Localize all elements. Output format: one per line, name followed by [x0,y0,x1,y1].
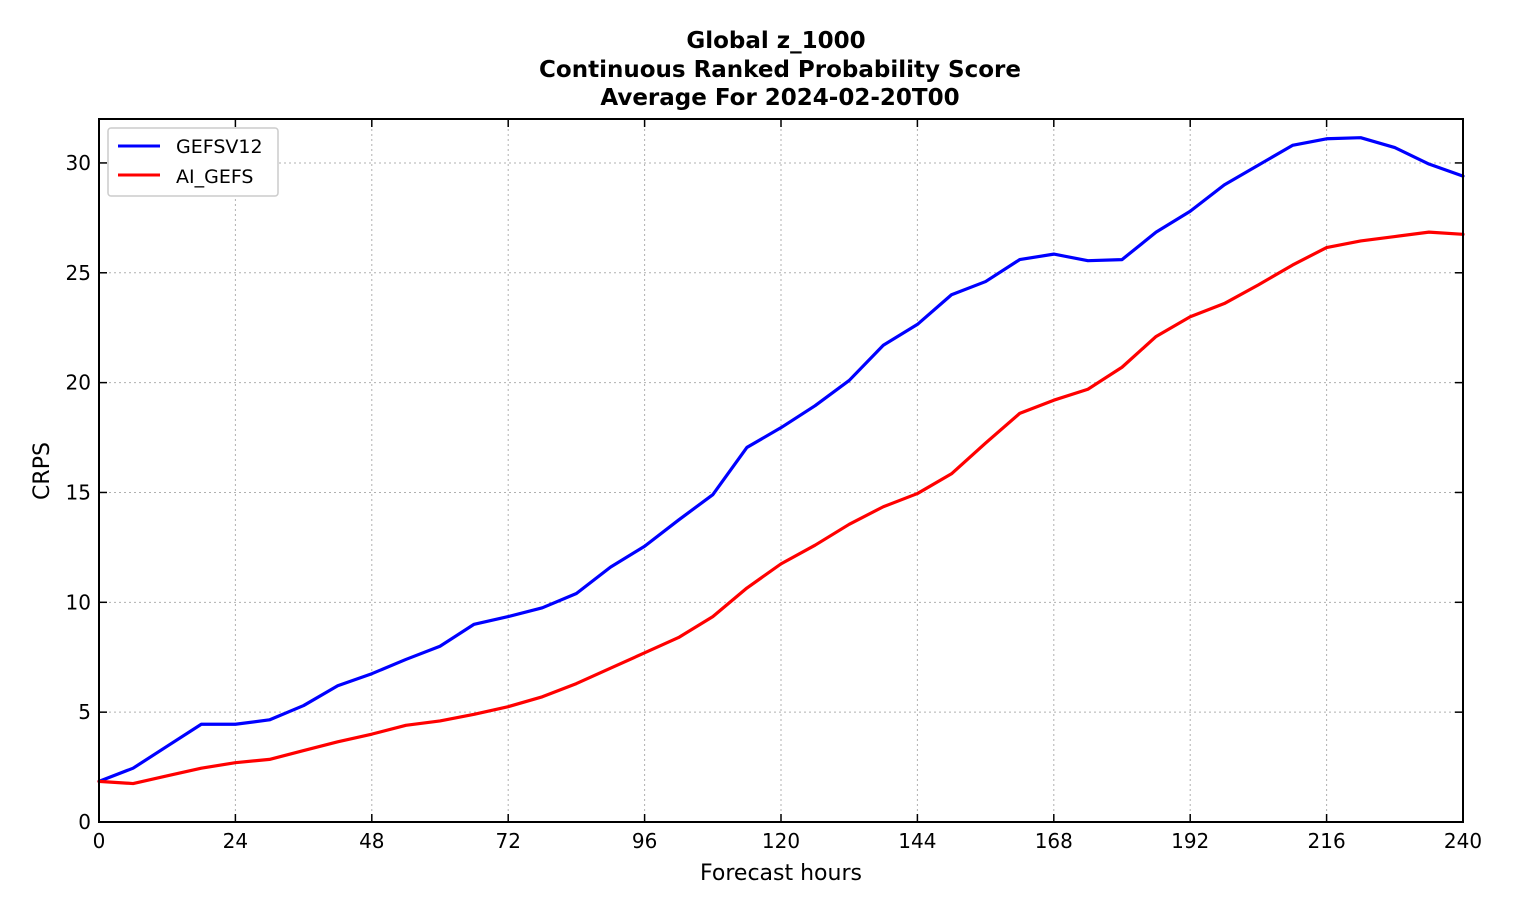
x-tick-label: 192 [1171,829,1209,853]
x-tick-label: 216 [1308,829,1346,853]
series-line-ai-gefs [97,230,1465,786]
series-layer [97,136,1465,786]
y-tick-label: 0 [78,810,91,834]
chart-title-line-2: Continuous Ranked Probability Score [539,57,1021,83]
legend-label-gefsv12: GEFSV12 [176,136,263,158]
x-tick-label: 72 [495,829,520,853]
x-tick-label: 120 [762,829,800,853]
x-tick-label: 24 [223,829,248,853]
y-tick-label: 25 [66,261,91,285]
y-axis-label: CRPS [30,442,55,500]
y-tick-label: 5 [78,700,91,724]
grid [99,119,1463,822]
y-tick-label: 10 [66,590,91,614]
x-tick-label: 240 [1444,829,1482,853]
legend: GEFSV12 AI_GEFS [107,127,279,197]
x-tick-label: 144 [898,829,936,853]
series-line-gefsv12 [97,136,1465,783]
y-tick-label: 20 [66,371,91,395]
x-tick-label: 0 [93,829,106,853]
x-axis-label: Forecast hours [700,861,862,886]
chart-title-line-1: Global z_1000 [686,28,865,54]
x-tick-label: 168 [1035,829,1073,853]
x-tick-label: 48 [359,829,384,853]
legend-label-ai-gefs: AI_GEFS [176,166,253,188]
y-tick-label: 30 [66,151,91,175]
y-tick-label: 15 [66,480,91,504]
x-tick-label: 96 [632,829,657,853]
ticks: 0 24 48 72 96 120 144 168 192 216 240 0 5 10 15 20 25 30 [66,119,1482,853]
chart-title-line-3: Average For 2024-02-20T00 [600,85,959,111]
